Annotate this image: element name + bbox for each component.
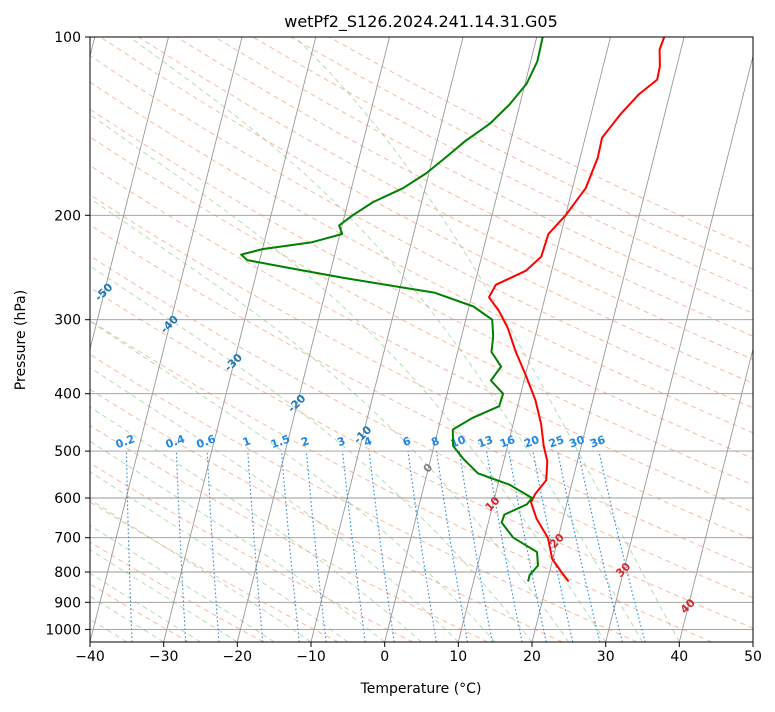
isotherm-line — [164, 37, 316, 642]
x-tick-label: −10 — [296, 649, 326, 665]
y-tick-label: 1000 — [45, 622, 81, 638]
dry-adiabat-line — [0, 37, 637, 642]
x-tick-label: −20 — [223, 649, 253, 665]
moist-adiabat-line — [130, 37, 643, 642]
mixing-ratio-label: 8 — [429, 434, 441, 449]
moist-adiabat-line — [0, 137, 311, 642]
mixing-ratio-line — [207, 451, 219, 642]
chart-title: wetPf2_S126.2024.241.14.31.G05 — [284, 12, 558, 32]
isotherm-line — [606, 37, 758, 642]
mixing-ratio-line — [459, 451, 492, 642]
y-tick-label: 100 — [54, 30, 81, 46]
x-tick-label: −30 — [149, 649, 179, 665]
isotherm-line — [90, 37, 242, 642]
mixing-ratio-label: 2 — [299, 434, 311, 449]
mixing-ratio-line — [176, 451, 185, 642]
moist-adiabat-line — [0, 57, 422, 642]
y-tick-label: 700 — [54, 531, 81, 547]
moist-adiabat-line — [295, 37, 679, 642]
x-tick-label: 30 — [597, 649, 615, 665]
moist-adiabat-line — [0, 209, 201, 642]
y-tick-label: 200 — [54, 208, 81, 224]
mixing-ratio-line — [343, 451, 366, 642]
dry-adiabat-line — [100, 37, 775, 642]
moist-adiabat-label: 40 — [678, 596, 698, 616]
x-axis-label: Temperature (°C) — [360, 681, 482, 697]
isotherm-line — [16, 37, 168, 642]
mixing-ratio-label: 0.4 — [164, 432, 187, 451]
y-axis-label: Pressure (hPa) — [13, 290, 29, 390]
x-tick-label: 50 — [744, 649, 762, 665]
background-lines — [0, 37, 775, 642]
mixing-ratio-label: 6 — [401, 434, 413, 449]
plot-frame — [90, 37, 753, 642]
y-tick-label: 400 — [54, 387, 81, 403]
moist-adiabat-label: 30 — [613, 560, 633, 580]
mixing-ratio-label: 10 — [449, 433, 468, 451]
isotherm-label: 0 — [421, 461, 436, 476]
dry-adiabat-line — [215, 37, 775, 642]
moist-adiabat-label: 10 — [483, 494, 503, 514]
x-tick-label: 10 — [449, 649, 467, 665]
temperature-profile-line — [489, 37, 664, 582]
mixing-ratio-label: 16 — [498, 433, 517, 451]
line-labels: -100-90-80-70-60-50-40-30-20-1000.10.20.… — [0, 58, 698, 616]
mixing-ratio-label: 0.2 — [114, 432, 137, 451]
mixing-ratio-label: 0.6 — [195, 432, 218, 451]
mixing-ratio-line — [437, 451, 468, 642]
dry-adiabat-line — [0, 37, 264, 642]
dry-adiabat-line — [0, 37, 413, 642]
dry-adiabat-line — [24, 37, 775, 642]
isotherm-line — [679, 37, 775, 642]
isotherm-label: -30 — [222, 351, 245, 374]
x-tick-label: 0 — [380, 649, 389, 665]
isotherm-label: -40 — [158, 313, 181, 336]
y-tick-label: 300 — [54, 313, 81, 329]
mixing-ratio-label: 13 — [476, 433, 495, 450]
mixing-ratio-label: 36 — [588, 433, 607, 451]
mixing-ratio-line — [487, 451, 522, 642]
y-tick-label: 600 — [54, 491, 81, 507]
moist-adiabat-line — [0, 37, 606, 642]
sounding-profiles — [241, 37, 664, 582]
mixing-ratio-label: 4 — [362, 434, 374, 449]
isotherm-label: -50 — [92, 280, 115, 303]
isotherm-line — [237, 37, 389, 642]
dry-adiabat-line — [62, 37, 775, 642]
y-tick-label: 900 — [54, 595, 81, 611]
moist-adiabat-line — [0, 37, 458, 642]
mixing-ratio-line — [282, 451, 300, 642]
isotherm-label: -60 — [30, 236, 53, 259]
isotherm-label: -20 — [285, 392, 308, 415]
moist-adiabat-line — [0, 187, 237, 642]
mixing-ratio-line — [306, 451, 326, 642]
mixing-ratio-label: 1 — [241, 434, 253, 449]
moist-adiabat-line — [0, 37, 495, 642]
y-tick-label: 500 — [54, 444, 81, 460]
isotherm-line — [532, 37, 684, 642]
x-tick-label: 40 — [670, 649, 688, 665]
mixing-ratio-label: 20 — [522, 433, 541, 451]
mixing-ratio-line — [599, 451, 645, 642]
mixing-ratio-label: 25 — [547, 433, 566, 450]
y-tick-label: 800 — [54, 565, 81, 581]
mixing-ratio-line — [369, 451, 394, 642]
x-tick-label: 20 — [523, 649, 541, 665]
mixing-ratio-label: 1.5 — [269, 432, 292, 451]
dry-adiabat-line — [329, 37, 775, 642]
x-tick-label: −40 — [75, 649, 105, 665]
isotherm-line — [753, 37, 775, 642]
isotherm-line — [385, 37, 537, 642]
moist-adiabat-line — [0, 123, 348, 642]
